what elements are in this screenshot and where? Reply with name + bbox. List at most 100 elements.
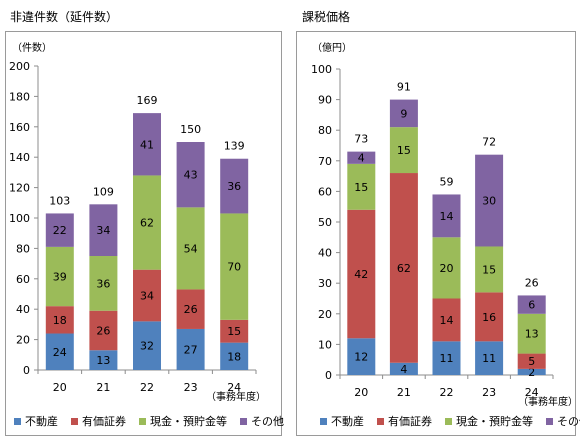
right-y-tick-label: 70 [318,155,332,168]
left-total-label: 169 [137,94,158,107]
left-y-tick-label: 20 [16,334,30,347]
left-x-tick-label: 24 [227,381,241,394]
right-bar-value-label: 13 [525,328,539,341]
right-bar-value-label: 14 [440,210,454,223]
right-bar-value-label: 4 [358,152,365,165]
right-legend-label: 有価証券 [388,415,432,428]
right-bar-segment [517,353,546,369]
right-legend-item: 現金・預貯金等 [445,413,533,429]
left-total-label: 150 [180,123,201,136]
right-y-tick-label: 90 [318,94,332,107]
right-legend-label: 不動産 [331,415,364,428]
right-bar-value-label: 4 [400,363,407,376]
left-bar-segment [45,306,74,334]
left-bar-segment [176,328,205,370]
right-legend-item: 有価証券 [377,413,432,429]
right-bar-segment [475,292,504,342]
right-x-tick-label: 21 [397,386,411,399]
right-y-axis-label: （億円） [312,41,352,54]
left-x-tick-label: 20 [53,381,67,394]
left-bar-segment [176,289,205,329]
left-legend: 不動産 有価証券 現金・預貯金等 その他 [14,413,297,429]
right-bar-segment [432,298,461,342]
right-bar-segment [389,99,418,128]
right-y-tick-label: 40 [318,247,332,260]
right-bar-segment [475,341,504,375]
left-x-axis-label: （事務年度） [206,390,266,403]
left-bar-segment [89,204,118,256]
right-bar-value-label: 15 [482,263,496,276]
right-total-label: 73 [354,133,368,146]
right-bar-value-label: 16 [482,311,496,324]
left-bar-value-label: 34 [96,224,110,237]
right-legend-swatch [377,417,384,425]
right-bar-segment [432,237,461,299]
right-x-tick-label: 23 [482,386,496,399]
left-bar-value-label: 39 [53,271,67,284]
right-total-label: 26 [525,276,539,289]
left-legend-item: その他 [240,413,284,429]
left-x-tick-label: 21 [96,381,110,394]
left-bar-segment [220,213,249,320]
left-legend-swatch [71,417,78,425]
left-y-tick-label: 200 [9,60,30,73]
right-x-axis-label: （事務年度） [518,395,578,408]
right-bar-value-label: 6 [528,299,535,312]
right-x-tick-label: 24 [525,386,539,399]
left-total-label: 109 [93,185,114,198]
left-y-tick-label: 120 [9,182,30,195]
right-y-tick-label: 20 [318,308,332,321]
right-bar-value-label: 20 [440,262,454,275]
left-legend-label: 不動産 [25,415,58,428]
left-bar-segment [133,321,161,370]
left-bar-value-label: 41 [140,138,154,151]
right-legend: 不動産 有価証券 現金・預貯金等 その他 [320,413,580,429]
left-bar-value-label: 26 [184,303,198,316]
left-bar-segment [220,342,249,370]
left-bar-segment [89,310,118,351]
left-legend-swatch [240,417,247,425]
left-legend-item: 有価証券 [71,413,126,429]
left-y-axis-label: （件数） [12,41,52,54]
right-y-tick-label: 60 [318,185,332,198]
left-legend-label: 現金・預貯金等 [150,415,227,428]
right-bar-segment [389,362,418,375]
left-legend-label: 有価証券 [82,415,126,428]
left-bar-segment [89,350,118,370]
right-x-tick-label: 20 [354,386,368,399]
right-y-tick-label: 10 [318,338,332,351]
left-bar-segment [176,142,205,208]
left-y-tick-label: 60 [16,273,30,286]
left-total-label: 103 [49,194,70,207]
right-bar-segment [389,173,418,363]
right-legend-item: 不動産 [320,413,364,429]
right-panel-title: 課税価格 [302,10,351,24]
left-bar-segment [45,213,74,247]
right-bar-segment [475,154,504,247]
left-bar-value-label: 18 [227,350,241,363]
right-bar-segment [347,163,376,210]
right-bar-value-label: 11 [482,352,496,365]
left-bar-segment [89,256,118,311]
left-bar-value-label: 22 [53,224,67,237]
left-legend-label: その他 [251,415,284,428]
left-y-tick-label: 160 [9,121,30,134]
right-total-label: 91 [397,81,411,94]
right-bar-value-label: 9 [400,107,407,120]
left-bar-value-label: 70 [227,261,241,274]
right-legend-label: 現金・預貯金等 [456,415,533,428]
left-bar-value-label: 13 [96,354,110,367]
right-bar-value-label: 12 [354,351,368,364]
right-total-label: 72 [482,136,496,149]
right-legend-label: その他 [557,415,580,428]
left-y-tick-label: 140 [9,151,30,164]
left-bar-value-label: 32 [140,340,154,353]
left-bar-segment [220,319,249,343]
right-legend-swatch [546,417,553,425]
left-bar-value-label: 36 [227,180,241,193]
left-bar-segment [45,333,74,370]
left-y-tick-label: 0 [23,364,30,377]
left-panel-title: 非違件数（延件数） [10,10,119,24]
right-bar-value-label: 30 [482,195,496,208]
